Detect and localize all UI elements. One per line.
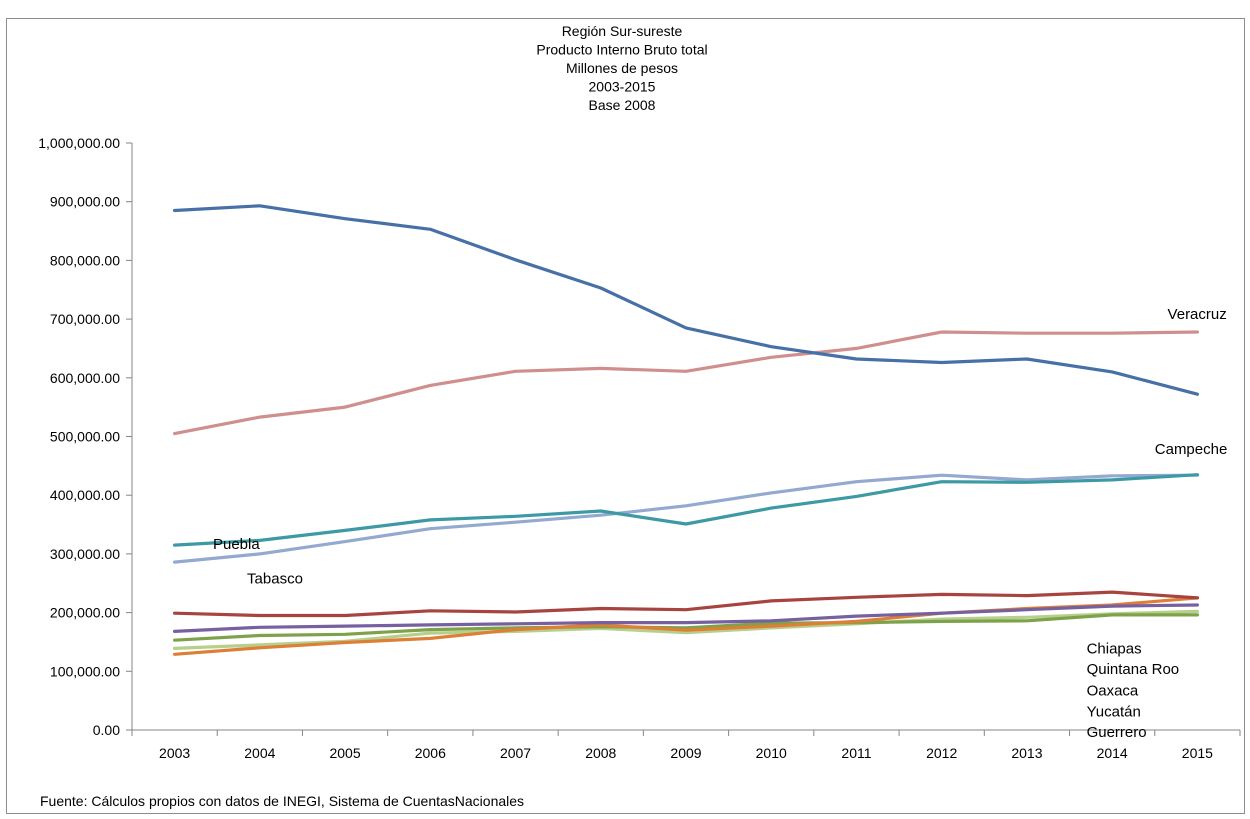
series-line: [173, 473, 1200, 547]
chart-frame: [6, 18, 1245, 814]
y-tick-label: 200,000.00: [50, 605, 120, 621]
y-tick-label: 700,000.00: [50, 311, 120, 327]
series-annotation: Quintana Roo: [1087, 661, 1180, 678]
y-tick-label: 1,000,000.00: [38, 135, 120, 151]
chart-title-line: Producto Interno Bruto total: [536, 42, 707, 58]
chart-title: Región Sur-sureste Producto Interno Bruto…: [536, 23, 707, 113]
series-line: [173, 590, 1200, 618]
y-tick-label: 0.00: [93, 722, 120, 738]
y-tick-label: 300,000.00: [50, 546, 120, 562]
series-line: [173, 603, 1200, 634]
x-tick-label: 2005: [329, 745, 360, 761]
series-annotation: Campeche: [1155, 441, 1228, 458]
chart-title-line: 2003-2015: [589, 79, 656, 95]
chart-title-line: Millones de pesos: [566, 60, 678, 76]
x-tick-label: 2006: [415, 745, 446, 761]
series-annotation: Guerrero: [1087, 724, 1147, 741]
x-tick-label: 2015: [1182, 745, 1213, 761]
y-tick-label: 500,000.00: [50, 429, 120, 445]
x-tick-label: 2007: [500, 745, 531, 761]
x-tick-label: 2003: [159, 745, 190, 761]
y-tick-label: 400,000.00: [50, 487, 120, 503]
series-line: [173, 613, 1200, 642]
y-tick-label: 900,000.00: [50, 194, 120, 210]
series-labels: Veracruz Campeche Puebla Tabasco Chiapas Quin…: [213, 306, 1227, 741]
x-tick-label: 2008: [585, 745, 616, 761]
series-annotation: Tabasco: [247, 570, 303, 587]
x-tick-label: 2009: [670, 745, 701, 761]
chart-series: [173, 204, 1200, 656]
series-line: [173, 330, 1200, 436]
y-tick-label: 800,000.00: [50, 252, 120, 268]
source-note: Fuente: Cálculos propios con datos de IN…: [40, 793, 524, 809]
series-annotation: Veracruz: [1168, 306, 1227, 323]
series-annotation: Puebla: [213, 536, 260, 553]
series-line: [173, 473, 1200, 564]
x-tick-label: 2012: [926, 745, 957, 761]
y-tick-label: 600,000.00: [50, 370, 120, 386]
series-annotation: Yucatán: [1087, 703, 1141, 720]
x-tick-label: 2004: [244, 745, 275, 761]
series-annotation: Chiapas: [1087, 641, 1142, 658]
series-annotation: Oaxaca: [1087, 682, 1139, 699]
series-line: [173, 204, 1200, 396]
x-tick-label: 2011: [841, 745, 871, 761]
chart-axes: 0.00 100,000.00 200,000.00 300,000.00 400,00…: [38, 135, 1241, 761]
chart-title-line: Base 2008: [589, 97, 656, 113]
x-tick-label: 2010: [756, 745, 787, 761]
x-tick-label: 2014: [1097, 745, 1128, 761]
chart-title-line: Región Sur-sureste: [562, 23, 683, 39]
y-tick-label: 100,000.00: [50, 663, 120, 679]
x-tick-label: 2013: [1011, 745, 1042, 761]
